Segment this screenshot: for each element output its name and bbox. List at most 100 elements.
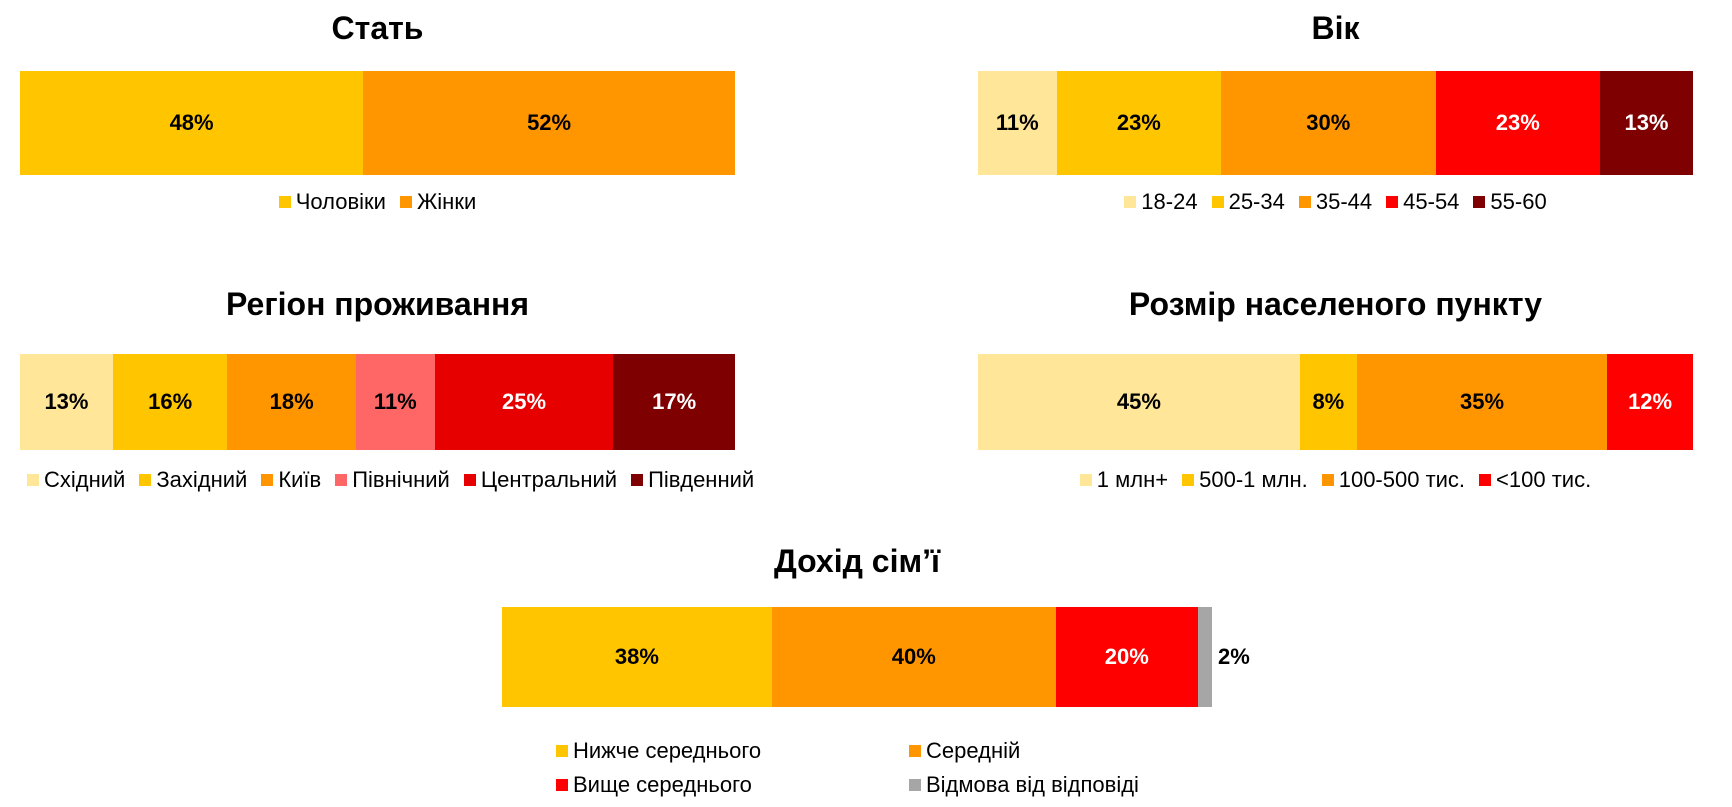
data-label: 16%	[148, 389, 193, 414]
data-label: 48%	[169, 110, 214, 135]
data-label: 13%	[1624, 110, 1669, 135]
legend-item: Жінки	[399, 189, 476, 215]
legend-label: 1 млн+	[1096, 467, 1169, 492]
legend-label: 35-44	[1315, 189, 1373, 214]
bar-segment-25-34: 23%	[1056, 71, 1222, 175]
legend-item: Нижче середнього	[556, 738, 909, 764]
data-label: 20%	[1104, 644, 1149, 669]
legend-swatch-icon	[1479, 474, 1492, 486]
legend-item: Середній	[909, 738, 1179, 764]
chart-title: Розмір населеного пункту	[1128, 286, 1543, 322]
bar-segment-південний: 17%	[613, 354, 735, 450]
legend-item: Центральний	[463, 467, 618, 493]
legend-item: Чоловіки	[278, 189, 386, 215]
legend-swatch-icon	[278, 196, 291, 208]
data-label: 25%	[502, 389, 547, 414]
legend-swatch-icon	[27, 474, 39, 486]
bar-segment-нижче-середнього: 38%	[502, 607, 772, 707]
legend: 18-24 25-34 35-44 45-54 55-60	[978, 189, 1693, 215]
legend-swatch-icon	[1211, 196, 1224, 208]
legend-swatch-icon	[139, 474, 152, 486]
legend-swatch-icon	[1473, 196, 1486, 208]
data-label: 13%	[44, 389, 89, 414]
legend-swatch-icon	[1321, 474, 1334, 486]
legend-item: 500-1 млн.	[1182, 467, 1308, 493]
bar-segment-східний: 13%	[20, 354, 113, 450]
legend-item: Західний	[139, 467, 247, 493]
bar-segment-1-млн-: 45%	[978, 354, 1300, 450]
legend-label: 45-54	[1403, 189, 1460, 214]
legend-swatch-icon	[335, 474, 348, 486]
data-label: 23%	[1116, 110, 1161, 135]
legend-label: 25-34	[1228, 189, 1285, 214]
legend: Нижче середнього Середній Вище середнього В…	[556, 738, 1212, 798]
legend-item: Північний	[335, 467, 450, 493]
bar-segment-100-500-тис-: 35%	[1356, 354, 1608, 450]
data-label: 52%	[527, 110, 572, 135]
bar-segment-18-24: 11%	[978, 71, 1057, 175]
stacked-bar: 38% 40% 20%	[502, 607, 1212, 707]
legend: Східний Західний Київ Північний Центральний П…	[20, 467, 754, 493]
bar-segment-центральний: 25%	[434, 354, 614, 450]
legend-swatch-icon	[909, 779, 921, 791]
legend-swatch-icon	[463, 474, 476, 486]
bar-segment-45-54: 23%	[1435, 71, 1601, 175]
bar-segment--100-тис-: 12%	[1607, 354, 1693, 450]
legend-label: <100 тис.	[1496, 467, 1592, 492]
legend-label: Нижче середнього	[573, 738, 762, 763]
bar-segment-55-60: 13%	[1600, 71, 1693, 175]
legend-label: Вище середнього	[573, 772, 752, 797]
bar-segment-35-44: 30%	[1221, 71, 1436, 175]
chart-title: Вік	[1311, 10, 1360, 46]
legend-label: Середній	[926, 738, 1021, 763]
chart-gender: Стать 48% 52% Чоловіки Жінки	[20, 10, 735, 214]
legend-swatch-icon	[909, 745, 921, 757]
legend-swatch-icon	[556, 779, 568, 791]
data-label: 38%	[614, 644, 659, 669]
legend-label: Чоловіки	[295, 189, 386, 214]
legend-item: 25-34	[1211, 189, 1285, 215]
data-label: 30%	[1306, 110, 1351, 135]
legend-label: 18-24	[1141, 189, 1198, 214]
legend-item: 100-500 тис.	[1321, 467, 1466, 493]
chart-settlement-size: Розмір населеного пункту 45% 8% 35% 12% 1 м…	[978, 286, 1693, 496]
legend-swatch-icon	[399, 196, 412, 208]
legend-item: 55-60	[1473, 189, 1547, 215]
legend-item: Відмова від відповіді	[909, 772, 1179, 798]
legend-item: Південний	[631, 467, 754, 493]
data-label: 8%	[1312, 389, 1345, 414]
legend-label: 500-1 млн.	[1199, 467, 1308, 492]
legend-swatch-icon	[1079, 474, 1092, 486]
legend: Чоловіки Жінки	[20, 189, 735, 215]
data-label: 12%	[1628, 389, 1673, 414]
legend-swatch-icon	[556, 745, 568, 757]
bar-segment-жінки: 52%	[363, 71, 735, 175]
legend-label: 100-500 тис.	[1338, 467, 1466, 492]
data-label: 11%	[373, 389, 417, 414]
legend-label: Східний	[44, 467, 126, 492]
bar-segment-чоловіки: 48%	[20, 71, 364, 175]
data-label: 45%	[1116, 389, 1161, 414]
chart-title: Регіон проживання	[225, 286, 530, 322]
bar-segment-західний: 16%	[112, 354, 228, 450]
legend-swatch-icon	[1298, 196, 1311, 208]
legend-item: 18-24	[1124, 189, 1198, 215]
bar-segment-київ: 18%	[227, 354, 357, 450]
stacked-bar: 48% 52%	[20, 71, 735, 175]
legend-label: 55-60	[1490, 189, 1547, 214]
chart-region: Регіон проживання 13% 16% 18% 11% 25% 17% Схі…	[20, 286, 754, 496]
stacked-bar: 11% 23% 30% 23% 13%	[978, 71, 1693, 175]
legend-item: 35-44	[1298, 189, 1373, 215]
legend-label: Південний	[648, 467, 755, 492]
data-label: 18%	[269, 389, 314, 414]
legend-label: Центральний	[480, 467, 618, 492]
legend-item: <100 тис.	[1479, 467, 1591, 493]
legend-label: Відмова від відповіді	[926, 772, 1139, 797]
data-label: 40%	[891, 644, 936, 669]
legend-label: Західний	[156, 467, 248, 492]
legend-swatch-icon	[1124, 196, 1137, 208]
chart-family-income: Дохід сім’ї 38% 40% 20% Нижче середнього Се…	[502, 543, 1250, 803]
data-label-outside: 2%	[1218, 644, 1250, 669]
data-label: 23%	[1495, 110, 1540, 135]
legend-swatch-icon	[631, 474, 644, 486]
